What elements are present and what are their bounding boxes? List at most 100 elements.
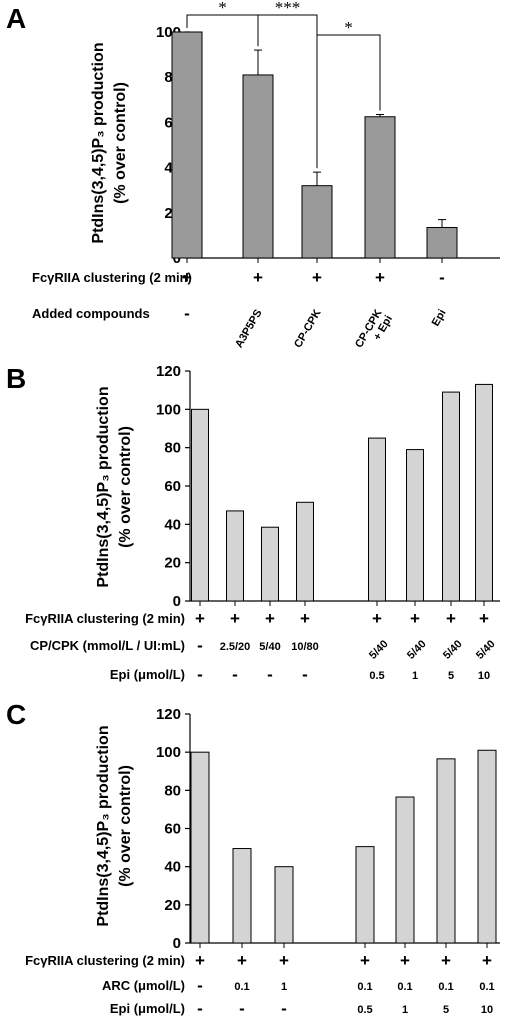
y-tick-label: 80 bbox=[164, 440, 181, 457]
significance-bracket bbox=[316, 34, 381, 169]
condition-value: - bbox=[239, 999, 245, 1018]
condition-value: - bbox=[281, 999, 287, 1018]
condition-value: 0.5 bbox=[357, 1004, 372, 1016]
bar bbox=[355, 846, 375, 944]
bar bbox=[171, 31, 203, 259]
condition-value: + bbox=[195, 951, 205, 970]
condition-value: 0.1 bbox=[479, 981, 494, 993]
condition-value: - bbox=[197, 636, 203, 655]
condition-value: 10 bbox=[481, 1004, 493, 1016]
condition-value: 0.5 bbox=[369, 670, 384, 682]
bar bbox=[426, 226, 458, 259]
significance-label: *** bbox=[275, 0, 301, 17]
condition-value: 5 bbox=[443, 1004, 449, 1016]
condition-row-label: Epi (μmol/L) bbox=[110, 1001, 185, 1016]
condition-value: + bbox=[195, 609, 205, 628]
condition-row-label: CP/CPK (mmol/L / UI:mL) bbox=[30, 638, 185, 653]
y-axis-label-line: (% over control) bbox=[117, 426, 134, 548]
condition-value: A3P5PS bbox=[233, 308, 264, 351]
condition-value: CP-CPK bbox=[292, 307, 324, 350]
condition-value: 5/40 bbox=[259, 641, 280, 653]
bar bbox=[395, 796, 415, 944]
condition-value: 1 bbox=[402, 1004, 408, 1016]
bar bbox=[475, 383, 493, 602]
condition-value: + bbox=[441, 951, 451, 970]
significance-label: * bbox=[218, 0, 227, 17]
condition-row-label: FcγRIIA clustering (2 min) bbox=[25, 953, 185, 968]
condition-value: 10 bbox=[478, 670, 490, 682]
condition-value: + bbox=[479, 609, 489, 628]
condition-value: + bbox=[372, 609, 382, 628]
condition-value: - bbox=[232, 665, 238, 684]
y-axis-label-line: PtdIns(3,4,5)P₃ production bbox=[95, 725, 112, 926]
condition-value: + bbox=[230, 609, 240, 628]
condition-value: + bbox=[182, 268, 192, 287]
bar bbox=[368, 437, 386, 602]
y-axis-label-line: (% over control) bbox=[117, 765, 134, 887]
condition-value: + bbox=[375, 268, 385, 287]
bar bbox=[261, 526, 279, 602]
condition-value: + bbox=[410, 609, 420, 628]
condition-value: CP-CPK+ Epi bbox=[353, 307, 395, 356]
y-tick-label: 120 bbox=[156, 363, 181, 380]
condition-row-label: Added compounds bbox=[32, 306, 150, 321]
bar bbox=[301, 185, 333, 259]
bar bbox=[296, 501, 314, 602]
condition-value: 5/40 bbox=[367, 638, 391, 662]
condition-value: - bbox=[439, 268, 445, 287]
condition-value: - bbox=[302, 665, 308, 684]
bar bbox=[226, 510, 244, 602]
condition-value: + bbox=[300, 609, 310, 628]
condition-value: 5/40 bbox=[405, 638, 429, 662]
condition-value: + bbox=[400, 951, 410, 970]
condition-value: - bbox=[197, 976, 203, 995]
condition-value: 10/80 bbox=[291, 641, 319, 653]
condition-value: 0.1 bbox=[397, 981, 412, 993]
condition-value: 5 bbox=[448, 670, 454, 682]
condition-value: 0.1 bbox=[438, 981, 453, 993]
condition-row-label: FcγRIIA clustering (2 min) bbox=[32, 270, 192, 285]
chart-panel-a: A PtdIns(3,4,5)P₃ production (% over contr… bbox=[6, 0, 500, 356]
y-axis-label: PtdIns(3,4,5)P₃ production (% over contro… bbox=[95, 725, 134, 926]
condition-value: Epi bbox=[430, 308, 449, 329]
condition-value: + bbox=[253, 268, 263, 287]
condition-value: - bbox=[184, 304, 190, 323]
y-tick-label: 20 bbox=[164, 897, 181, 914]
condition-value: 0.1 bbox=[234, 981, 249, 993]
y-axis-label-line: (% over control) bbox=[112, 82, 129, 204]
condition-value: 1 bbox=[281, 981, 287, 993]
condition-row-label: FcγRIIA clustering (2 min) bbox=[25, 611, 185, 626]
condition-value: 2.5/20 bbox=[220, 641, 251, 653]
condition-row-label: ARC (μmol/L) bbox=[102, 978, 185, 993]
condition-value: - bbox=[197, 999, 203, 1018]
panel-letter: C bbox=[6, 699, 26, 730]
y-axis-label: PtdIns(3,4,5)P₃ production (% over contro… bbox=[90, 42, 129, 243]
y-tick-label: 0 bbox=[173, 593, 181, 610]
chart-panel-c: C PtdIns(3,4,5)P₃ production (% over contr… bbox=[6, 699, 500, 1018]
y-tick-label: 60 bbox=[164, 478, 181, 495]
bar bbox=[190, 751, 210, 944]
bar bbox=[191, 408, 209, 602]
y-axis-label: PtdIns(3,4,5)P₃ production (% over contro… bbox=[95, 386, 134, 587]
bar bbox=[364, 116, 396, 259]
condition-value: + bbox=[446, 609, 456, 628]
bar bbox=[242, 74, 274, 259]
y-axis-label-line: PtdIns(3,4,5)P₃ production bbox=[90, 42, 107, 243]
chart-panel-b: B PtdIns(3,4,5)P₃ production (% over contr… bbox=[6, 363, 500, 684]
y-axis-label-line: PtdIns(3,4,5)P₃ production bbox=[95, 386, 112, 587]
condition-value: - bbox=[197, 665, 203, 684]
y-tick-label: 100 bbox=[156, 744, 181, 761]
y-tick-label: 0 bbox=[173, 935, 181, 952]
condition-value: - bbox=[267, 665, 273, 684]
condition-value: 1 bbox=[412, 670, 418, 682]
condition-value: 5/40 bbox=[441, 638, 465, 662]
y-tick-label: 40 bbox=[164, 516, 181, 533]
bar bbox=[274, 866, 294, 944]
y-tick-label: 40 bbox=[164, 859, 181, 876]
condition-value: + bbox=[237, 951, 247, 970]
condition-value: + bbox=[312, 268, 322, 287]
y-tick-label: 20 bbox=[164, 555, 181, 572]
condition-value: + bbox=[279, 951, 289, 970]
condition-value: 0.1 bbox=[357, 981, 372, 993]
